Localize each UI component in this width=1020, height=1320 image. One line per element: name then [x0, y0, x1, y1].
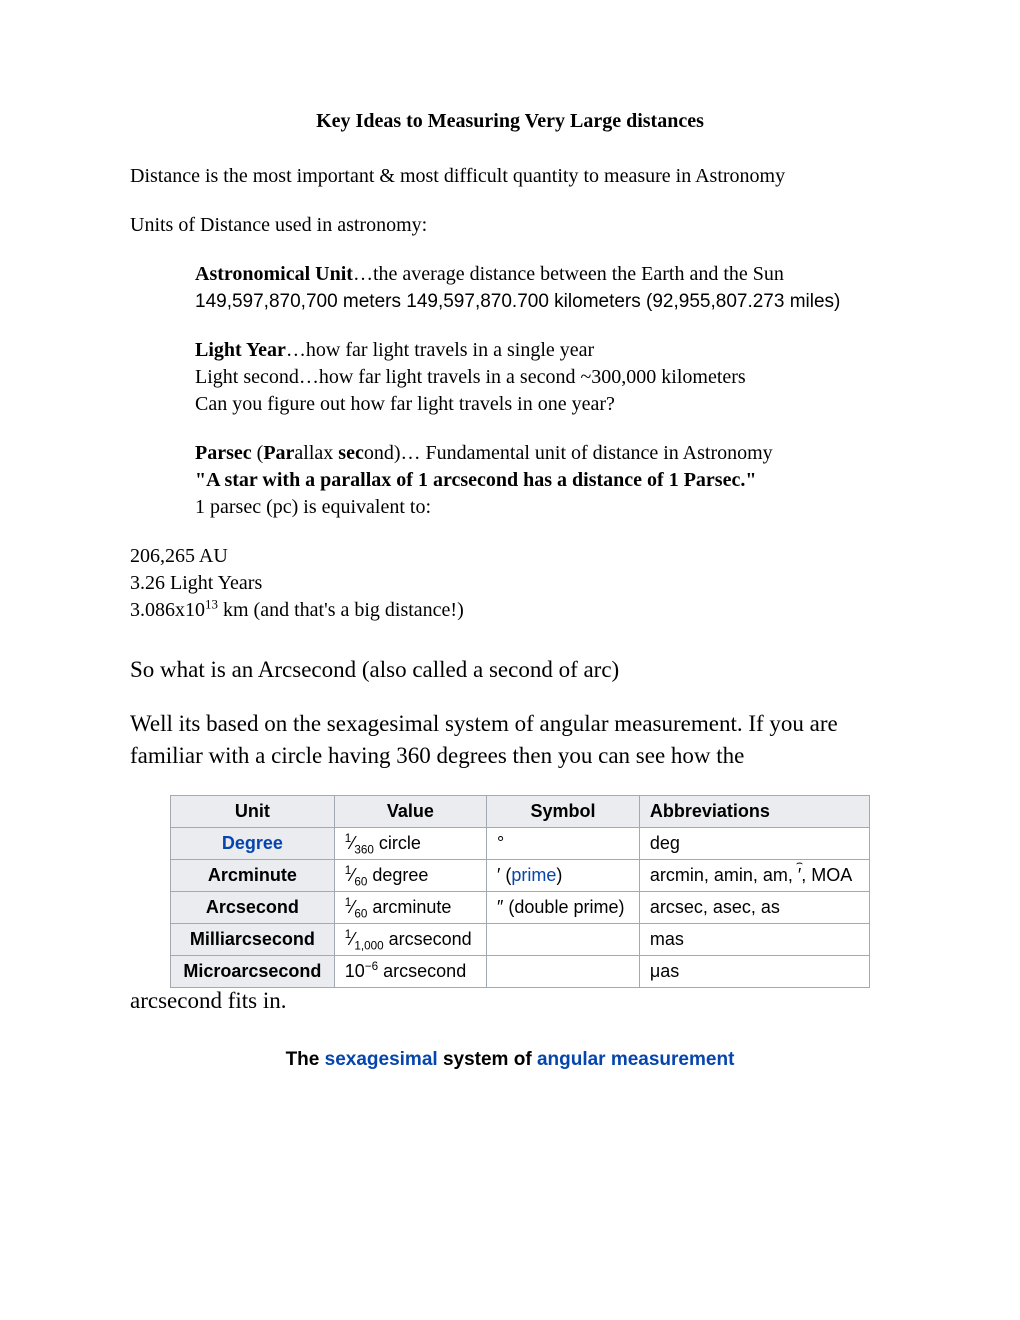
row-abbrev: deg — [639, 827, 869, 859]
row-symbol — [487, 923, 640, 955]
th-unit: Unit — [171, 795, 335, 827]
row-value: 1⁄60 arcminute — [334, 891, 486, 923]
row-value: 1⁄60 degree — [334, 859, 486, 891]
arcsecond-question: So what is an Arcsecond (also called a s… — [130, 654, 890, 686]
parsec-block: Parsec (Parallax second)… Fundamental un… — [195, 440, 890, 521]
row-unit: Arcminute — [171, 859, 335, 891]
arcsecond-paragraph: Well its based on the sexagesimal system… — [130, 708, 890, 772]
ly-label: Light Year — [195, 339, 286, 361]
pc-equiv-intro: 1 parsec (pc) is equivalent to: — [195, 496, 431, 518]
row-unit: Milliarcsecond — [171, 923, 335, 955]
page-title: Key Ideas to Measuring Very Large distan… — [130, 110, 890, 133]
row-unit: Microarcsecond — [171, 955, 335, 987]
parsec-equivalents: 206,265 AU 3.26 Light Years 3.086x1013 k… — [130, 543, 890, 624]
au-block: Astronomical Unit…the average distance b… — [195, 261, 890, 315]
pc-allax: allax — [294, 442, 338, 464]
pc-paren: ( — [252, 442, 264, 464]
table-header-row: Unit Value Symbol Abbreviations — [171, 795, 870, 827]
cap-t2: system of — [438, 1049, 537, 1070]
ly-line2: Light second…how far light travels in a … — [195, 366, 746, 388]
degree-link[interactable]: Degree — [222, 833, 283, 853]
equiv-au: 206,265 AU — [130, 545, 228, 567]
pc-par: Par — [263, 442, 294, 464]
row-value: 1⁄1,000 arcsecond — [334, 923, 486, 955]
pc-ond: ond)… Fundamental unit of distance in As… — [364, 442, 773, 464]
row-unit: Arcsecond — [171, 891, 335, 923]
document-page: Key Ideas to Measuring Very Large distan… — [0, 0, 1020, 1320]
row-unit: Degree — [171, 827, 335, 859]
ly-line3: Can you figure out how far light travels… — [195, 393, 615, 415]
au-desc: …the average distance between the Earth … — [353, 263, 784, 285]
row-abbrev: arcsec, asec, as — [639, 891, 869, 923]
table-row: Degree 1⁄360 circle ° deg — [171, 827, 870, 859]
lightyear-block: Light Year…how far light travels in a si… — [195, 337, 890, 418]
row-value: 1⁄360 circle — [334, 827, 486, 859]
units-table: Unit Value Symbol Abbreviations Degree 1… — [170, 795, 870, 988]
equiv-ly: 3.26 Light Years — [130, 572, 262, 594]
equiv-km-a: 3.086x10 — [130, 599, 205, 621]
th-value: Value — [334, 795, 486, 827]
table-row: Arcminute 1⁄60 degree ′ (prime) arcmin, … — [171, 859, 870, 891]
after-table-text: arcsecond fits in. — [130, 988, 890, 1014]
intro-paragraph: Distance is the most important & most di… — [130, 163, 890, 190]
au-label: Astronomical Unit — [195, 263, 353, 285]
row-abbrev: μas — [639, 955, 869, 987]
row-symbol: ″ (double prime) — [487, 891, 640, 923]
row-symbol: ′ (prime) — [487, 859, 640, 891]
prime-link[interactable]: prime — [511, 865, 556, 885]
table-row: Microarcsecond 10−6 arcsecond μas — [171, 955, 870, 987]
equiv-km-exp: 13 — [205, 596, 218, 611]
table-caption: The sexagesimal system of angular measur… — [130, 1049, 890, 1071]
row-abbrev: mas — [639, 923, 869, 955]
th-symbol: Symbol — [487, 795, 640, 827]
equiv-km-b: km (and that's a big distance!) — [218, 599, 464, 621]
pc-bold-line: "A star with a parallax of 1 arcsecond h… — [195, 469, 756, 491]
row-abbrev: arcmin, amin, am, ′⌢, MOA — [639, 859, 869, 891]
row-symbol — [487, 955, 640, 987]
cap-t1: The — [286, 1049, 325, 1070]
table-row: Milliarcsecond 1⁄1,000 arcsecond mas — [171, 923, 870, 955]
pc-label: Parsec — [195, 442, 252, 464]
ly-desc: …how far light travels in a single year — [286, 339, 594, 361]
row-symbol: ° — [487, 827, 640, 859]
row-value: 10−6 arcsecond — [334, 955, 486, 987]
sexagesimal-link[interactable]: sexagesimal — [325, 1049, 438, 1070]
th-abbrev: Abbreviations — [639, 795, 869, 827]
pc-sec: sec — [338, 442, 364, 464]
table-row: Arcsecond 1⁄60 arcminute ″ (double prime… — [171, 891, 870, 923]
angular-measurement-link[interactable]: angular measurement — [537, 1049, 734, 1070]
units-heading: Units of Distance used in astronomy: — [130, 212, 890, 239]
au-values: 149,597,870,700 meters 149,597,870.700 k… — [195, 291, 840, 312]
